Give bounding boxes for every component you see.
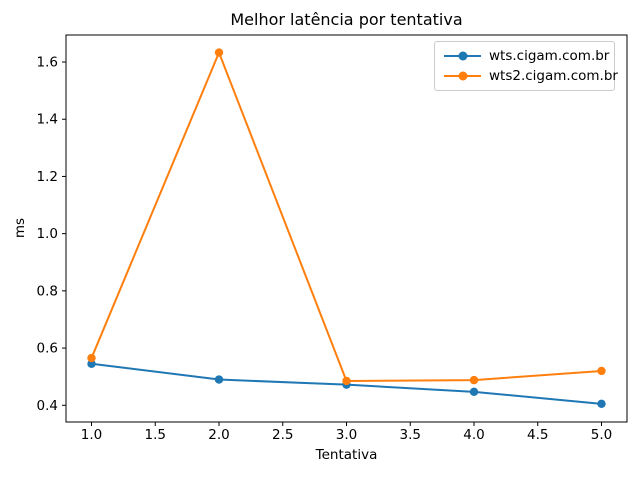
data-point-marker bbox=[214, 375, 224, 384]
legend-label: wts2.cigam.com.br bbox=[489, 68, 618, 84]
plot-area bbox=[66, 35, 627, 422]
y-tick-label: 0.6 bbox=[37, 341, 58, 357]
y-axis-label: ms bbox=[12, 217, 28, 239]
data-point-marker bbox=[214, 48, 224, 57]
x-tick-label: 2.5 bbox=[272, 427, 293, 443]
y-tick-label: 1.4 bbox=[37, 112, 58, 128]
y-tick-label: 0.8 bbox=[37, 283, 58, 299]
data-point-marker bbox=[469, 387, 479, 397]
legend-line-marker-icon bbox=[444, 54, 481, 58]
data-point-marker bbox=[87, 353, 96, 363]
x-tick-label: 3.0 bbox=[336, 427, 357, 443]
legend-line-marker-icon bbox=[444, 74, 481, 78]
y-tick-label: 1.6 bbox=[37, 55, 58, 71]
x-axis-label: Tentativa bbox=[315, 447, 378, 463]
y-tick-label: 0.4 bbox=[37, 398, 58, 414]
x-tick-label: 4.5 bbox=[527, 427, 548, 443]
legend: wts.cigam.com.br wts2.cigam.com.br bbox=[434, 41, 618, 91]
x-tick-label: 2.0 bbox=[208, 427, 229, 443]
x-tick-label: 5.0 bbox=[591, 427, 612, 443]
chart-title: Melhor latência por tentativa bbox=[230, 10, 463, 29]
data-point-marker bbox=[469, 375, 479, 385]
x-tick-label: 3.5 bbox=[400, 427, 421, 443]
y-tick-label: 1.2 bbox=[37, 169, 58, 185]
x-tick-label: 4.0 bbox=[463, 427, 484, 443]
plot-spines bbox=[65, 34, 628, 423]
x-tick-label: 1.0 bbox=[81, 427, 102, 443]
data-point-marker bbox=[597, 399, 606, 409]
x-tick-label: 1.5 bbox=[145, 427, 166, 443]
data-point-marker bbox=[597, 366, 606, 376]
data-point-marker bbox=[342, 376, 351, 386]
legend-item: wts.cigam.com.br bbox=[444, 47, 609, 65]
legend-label: wts.cigam.com.br bbox=[489, 48, 610, 64]
legend-item: wts2.cigam.com.br bbox=[444, 67, 618, 85]
y-tick-label: 1.0 bbox=[37, 226, 58, 242]
